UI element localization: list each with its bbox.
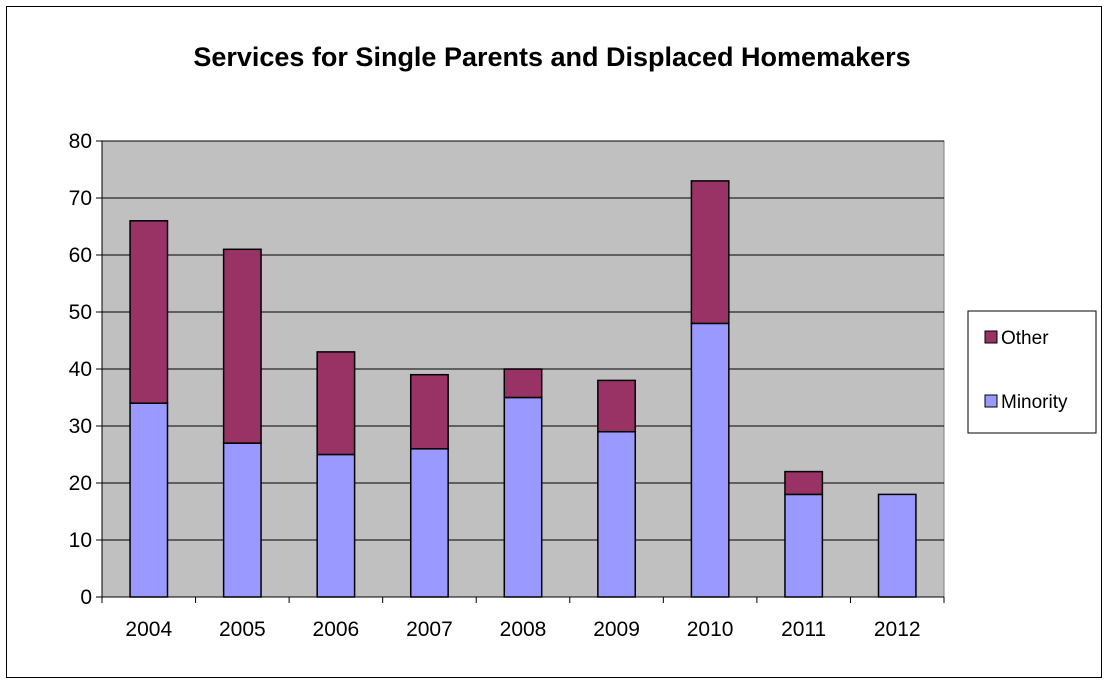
legend-label-minority: Minority	[1001, 392, 1068, 413]
bar-minority-2005	[222, 442, 262, 598]
legend-entries: Other Minority	[984, 328, 1068, 413]
y-tick-label: 40	[69, 358, 92, 381]
tick-labels: 0 10 20 30 40 50 60 70 80 2004 2005 2006 2007 2008 200…	[69, 130, 921, 641]
bar-minority-2009	[597, 430, 637, 598]
bar-minority-2008	[503, 396, 543, 598]
y-tick-label: 70	[69, 187, 92, 210]
x-tick-label: 2004	[125, 618, 172, 641]
legend-swatch-other	[984, 330, 998, 344]
bar-other-2011	[784, 470, 824, 496]
x-tick-label: 2010	[687, 618, 734, 641]
legend-label-other: Other	[1001, 328, 1049, 349]
bar-other-2008	[503, 368, 543, 399]
y-tick-label: 0	[80, 586, 92, 609]
bar-other-2006	[316, 351, 356, 456]
bar-other-2010	[690, 180, 730, 325]
x-tick-label: 2005	[219, 618, 266, 641]
bar-other-2005	[222, 248, 262, 444]
y-tick-label: 80	[69, 130, 92, 153]
bars	[129, 180, 917, 598]
bar-minority-2007	[409, 448, 449, 598]
y-tick-label: 50	[69, 301, 92, 324]
y-tick-label: 10	[69, 529, 92, 552]
bar-minority-2011	[784, 493, 824, 598]
x-tick-label: 2012	[874, 618, 921, 641]
bar-other-2007	[409, 373, 449, 450]
x-tick-label: 2009	[593, 618, 640, 641]
bar-other-2004	[129, 220, 169, 404]
bar-minority-2012	[877, 493, 917, 598]
y-tick-label: 20	[69, 472, 92, 495]
chart-title: Services for Single Parents and Displace…	[193, 42, 910, 72]
bar-other-2009	[597, 379, 637, 433]
bar-minority-2006	[316, 453, 356, 598]
bar-minority-2004	[129, 402, 169, 598]
y-tick-label: 60	[69, 244, 92, 267]
y-tick-label: 30	[69, 415, 92, 438]
x-tick-label: 2006	[313, 618, 360, 641]
bar-minority-2010	[690, 322, 730, 598]
x-tick-label: 2008	[500, 618, 547, 641]
axes	[96, 140, 945, 603]
legend-swatch-minority	[984, 394, 998, 408]
x-tick-label: 2007	[406, 618, 453, 641]
x-tick-label: 2011	[781, 618, 826, 641]
